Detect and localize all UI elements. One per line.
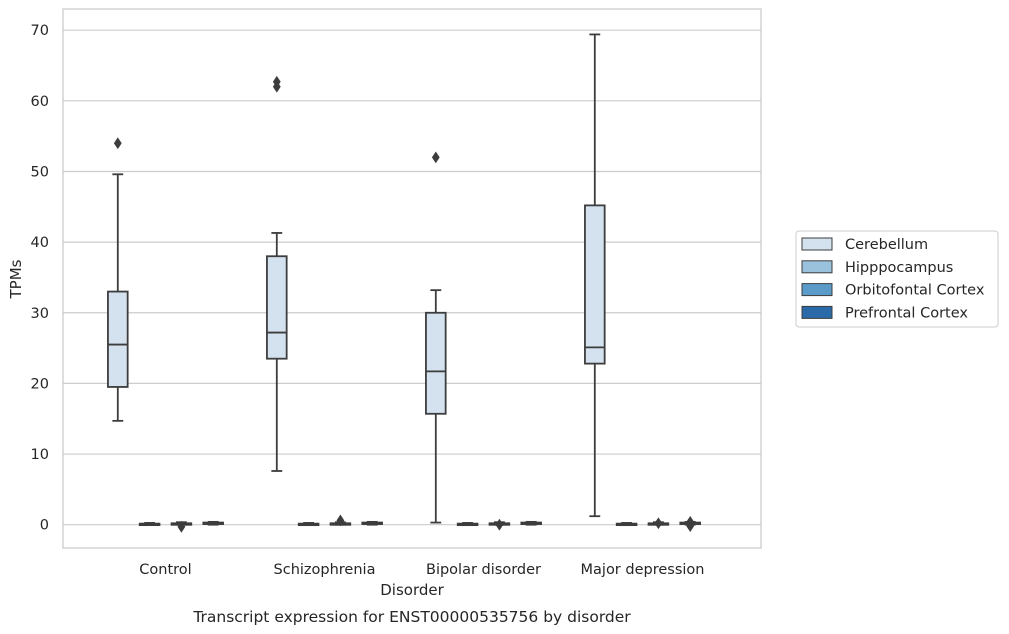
box-2-1 [456, 522, 479, 527]
legend-swatch [801, 260, 833, 274]
legend-swatch [801, 305, 833, 319]
outlier-point [177, 520, 186, 533]
legend-swatch [801, 237, 833, 251]
grid-lines [63, 29, 761, 526]
legend-swatch [801, 283, 833, 297]
box-3-2 [647, 517, 670, 530]
y-tick-label: 50 [31, 164, 49, 180]
box-0-2 [170, 520, 193, 533]
x-tick-label: Control [139, 562, 191, 578]
box-0-3 [202, 520, 224, 526]
box-2-3 [520, 520, 542, 526]
y-tick-label: 40 [31, 235, 49, 251]
box-1-2 [329, 514, 352, 527]
outlier-point [431, 151, 440, 164]
box-iqr [107, 290, 129, 388]
x-tick-label: Major depression [581, 562, 705, 578]
y-tick-label: 70 [31, 23, 49, 39]
y-axis-label: TPMs [7, 259, 25, 299]
outlier-point [113, 137, 122, 150]
y-tick-label: 30 [31, 306, 49, 322]
box-1-3 [361, 520, 383, 526]
box-1-1 [297, 522, 320, 527]
box-2-2 [488, 518, 511, 531]
plot-frame [62, 8, 762, 549]
box-3-3 [679, 515, 701, 533]
box-iqr [266, 255, 288, 360]
outlier-point [336, 514, 345, 527]
legend-label: Cerebellum [845, 237, 928, 253]
box-0-1 [138, 522, 161, 527]
legend: Cerebellum Hipppocampus Orbitofontal Corte… [795, 230, 999, 328]
outlier-point [272, 75, 281, 88]
box-iqr [584, 204, 606, 365]
y-tick-label: 10 [31, 447, 49, 463]
outlier-point [686, 520, 695, 533]
y-tick-label: 60 [31, 94, 49, 110]
box-2-0 [425, 151, 447, 524]
y-tick-labels: 0 10 20 30 40 50 60 70 [31, 23, 49, 533]
legend-label: Prefrontal Cortex [845, 305, 968, 321]
outlier-point [654, 517, 663, 530]
x-tick-labels: Control Schizophrenia Bipolar disorder Majo… [139, 562, 704, 578]
box-3-0 [584, 33, 606, 518]
box-0-0 [107, 137, 129, 422]
legend-frame [795, 230, 999, 328]
box-1-0 [266, 75, 288, 472]
legend-label: Hipppocampus [845, 260, 953, 276]
box-3-1 [615, 522, 638, 527]
y-tick-label: 20 [31, 376, 49, 392]
x-tick-label: Bipolar disorder [426, 562, 541, 578]
outlier-point [495, 518, 504, 531]
x-tick-label: Schizophrenia [274, 562, 376, 578]
box-series [107, 33, 701, 533]
chart-caption: Transcript expression for ENST0000053575… [192, 608, 631, 626]
y-tick-label: 0 [40, 518, 49, 534]
legend-label: Orbitofontal Cortex [845, 283, 985, 299]
box-iqr [425, 311, 447, 415]
x-axis-label: Disorder [380, 581, 444, 599]
